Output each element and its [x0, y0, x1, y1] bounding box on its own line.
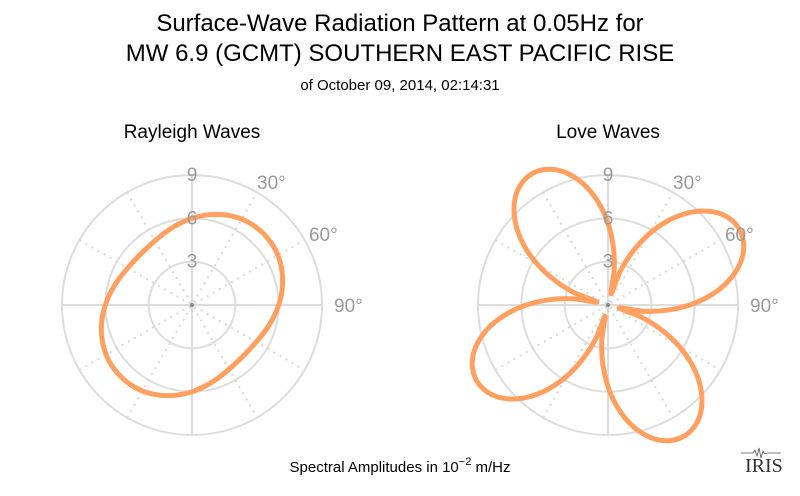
angular-tick-label: 90° [750, 296, 779, 317]
angular-spoke-30 [126, 191, 258, 419]
love-polar-plot: 3 6 9 30° 60° 90° [469, 165, 779, 444]
angular-spoke-150 [542, 191, 674, 419]
angular-tick-label: 60° [725, 225, 754, 246]
radiation-curve [98, 211, 286, 399]
love-title: Love Waves [556, 122, 660, 143]
radial-tick-label: 3 [603, 252, 614, 273]
rayleigh-polar-plot: 3 6 9 30° 60° 90° [61, 165, 363, 436]
footer-axis-label: Spectral Amplitudes in 10−2 m/Hz [290, 456, 511, 476]
title-line-2: MW 6.9 (GCMT) SOUTHERN EAST PACIFIC RISE [126, 40, 674, 67]
angular-spoke-60 [78, 239, 306, 371]
subtitle: of October 09, 2014, 02:14:31 [300, 77, 499, 94]
footer-suffix: m/Hz [471, 459, 510, 476]
logo-text: IRIS [745, 455, 783, 477]
rayleigh-title: Rayleigh Waves [124, 122, 261, 143]
radial-tick-label: 3 [187, 252, 198, 273]
footer-prefix: Spectral Amplitudes in 10 [290, 459, 459, 476]
iris-logo: IRIS [741, 447, 783, 478]
angular-tick-label: 30° [673, 173, 702, 194]
angular-spoke-150 [126, 191, 258, 419]
angular-spoke-120 [78, 239, 306, 371]
radial-tick-label: 6 [603, 208, 614, 229]
angular-tick-label: 60° [309, 225, 338, 246]
center-point [606, 303, 610, 307]
radial-tick-label: 9 [603, 165, 614, 186]
radial-tick-label: 9 [187, 165, 198, 186]
footer-exponent: −2 [459, 456, 472, 468]
radiation-curve [469, 166, 747, 444]
center-point [190, 303, 194, 307]
seismogram-icon [741, 447, 781, 459]
radial-tick-label: 6 [187, 208, 198, 229]
angular-spoke-60 [494, 239, 722, 371]
angular-tick-label: 30° [257, 173, 286, 194]
title-line-1: Surface-Wave Radiation Pattern at 0.05Hz… [156, 10, 643, 37]
angular-tick-label: 90° [334, 296, 363, 317]
